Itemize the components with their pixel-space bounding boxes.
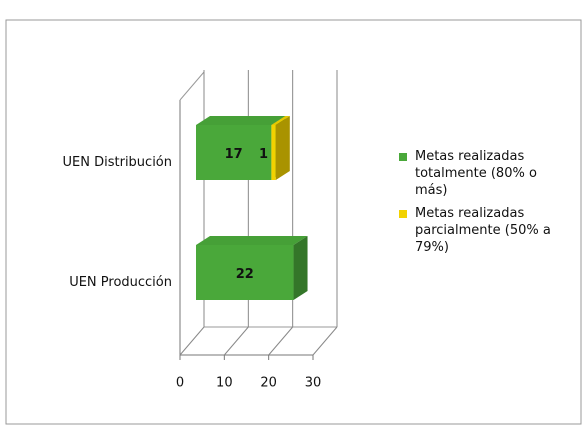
data-label: 22 xyxy=(236,267,254,282)
x-tick-label: 0 xyxy=(176,376,184,391)
data-label: 17 xyxy=(225,147,243,162)
grid-line xyxy=(179,326,205,356)
legend-swatch xyxy=(399,153,407,161)
wall-back-line xyxy=(179,71,205,101)
bar-top xyxy=(271,116,290,125)
legend-label: Metas realizadas totalmente (80% o más) xyxy=(415,149,537,198)
legend-swatch xyxy=(399,210,407,218)
y-tick-label: UEN Distribución xyxy=(63,155,172,170)
data-label: 1 xyxy=(259,147,268,162)
legend-label: Metas realizadas parcialmente (50% a 79%… xyxy=(415,206,551,255)
bar-top xyxy=(196,116,286,125)
y-tick-label: UEN Producción xyxy=(69,275,172,290)
bar-side xyxy=(275,116,290,180)
chart-border xyxy=(5,19,582,425)
grid-line xyxy=(223,326,249,356)
x-tick-label: 20 xyxy=(260,376,277,391)
bar-top xyxy=(196,236,308,245)
x-tick-label: 10 xyxy=(216,376,233,391)
grid-line xyxy=(268,326,294,356)
grid-line xyxy=(312,326,338,356)
bar xyxy=(196,236,308,300)
bar-face xyxy=(196,245,294,300)
bar-face xyxy=(271,125,276,180)
bar xyxy=(271,116,290,180)
x-tick-label: 30 xyxy=(305,376,322,391)
bar-face xyxy=(196,125,272,180)
bar-side xyxy=(293,236,308,300)
